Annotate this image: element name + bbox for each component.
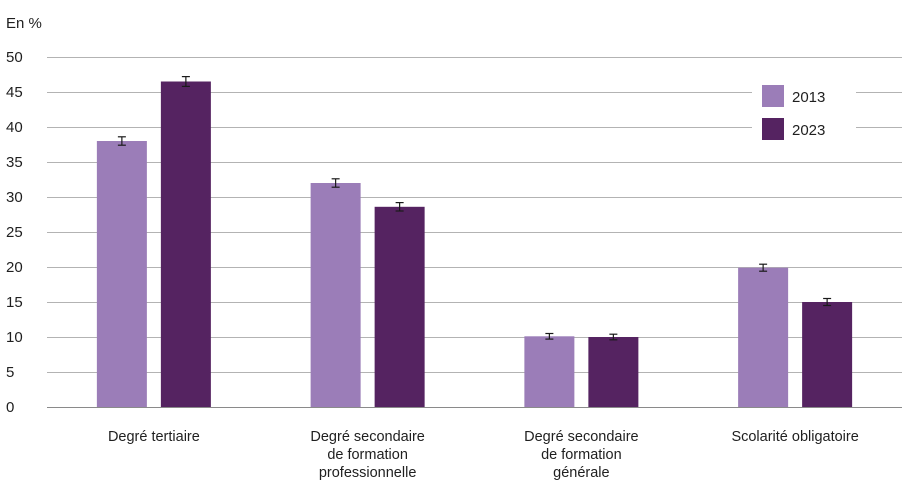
y-tick-label-0: 0 (6, 399, 14, 416)
bars (96, 81, 853, 407)
y-axis-tick-labels: 0 5 10 15 20 25 30 35 40 45 50 (6, 49, 23, 416)
x-category-label-1-line-2: professionnelle (319, 465, 417, 481)
bar-2013-0 (96, 141, 147, 407)
legend-label-2013: 2013 (792, 89, 825, 106)
x-axis-category-labels: Degré tertiaire Degré secondaire de format… (108, 429, 859, 481)
y-tick-label-15: 15 (6, 294, 23, 311)
y-tick-label-10: 10 (6, 329, 23, 346)
y-tick-label-50: 50 (6, 49, 23, 66)
error-bars (117, 75, 832, 341)
error-bar-2013-3 (759, 263, 768, 272)
error-bar-2023-3 (823, 297, 832, 307)
error-bar-2013-0 (117, 136, 126, 146)
y-tick-label-5: 5 (6, 364, 14, 381)
y-tick-label-45: 45 (6, 84, 23, 101)
error-bar-2023-0 (181, 75, 190, 88)
x-category-label-2-line-2: générale (553, 465, 609, 481)
bar-2013-2 (524, 336, 575, 407)
bar-2023-0 (160, 81, 211, 407)
bar-2023-2 (588, 337, 639, 407)
legend: 2013 2023 (752, 74, 856, 152)
legend-swatch-2013 (762, 85, 784, 107)
y-tick-label-30: 30 (6, 189, 23, 206)
error-bar-2013-2 (545, 332, 554, 340)
y-tick-label-40: 40 (6, 119, 23, 136)
error-bar-2013-1 (331, 178, 340, 188)
y-tick-label-35: 35 (6, 154, 23, 171)
x-category-label-2-line-1: de formation (541, 447, 622, 463)
bar-2023-3 (802, 302, 853, 407)
y-tick-label-25: 25 (6, 224, 23, 241)
y-axis-unit-label: En % (6, 15, 42, 32)
x-category-label-1-line-0: Degré secondaire (310, 429, 424, 445)
bar-2023-1 (374, 206, 425, 407)
x-category-label-2-line-0: Degré secondaire (524, 429, 638, 445)
x-category-label-0-line-0: Degré tertiaire (108, 429, 200, 445)
bar-2013-3 (738, 267, 789, 407)
legend-label-2023: 2023 (792, 122, 825, 139)
error-bar-2023-2 (609, 333, 618, 341)
x-category-label-3-line-0: Scolarité obligatoire (731, 429, 858, 445)
bar-2013-1 (310, 183, 361, 407)
y-tick-label-20: 20 (6, 259, 23, 276)
error-bar-2023-1 (395, 202, 404, 212)
x-category-label-1-line-1: de formation (327, 447, 408, 463)
legend-swatch-2023 (762, 118, 784, 140)
